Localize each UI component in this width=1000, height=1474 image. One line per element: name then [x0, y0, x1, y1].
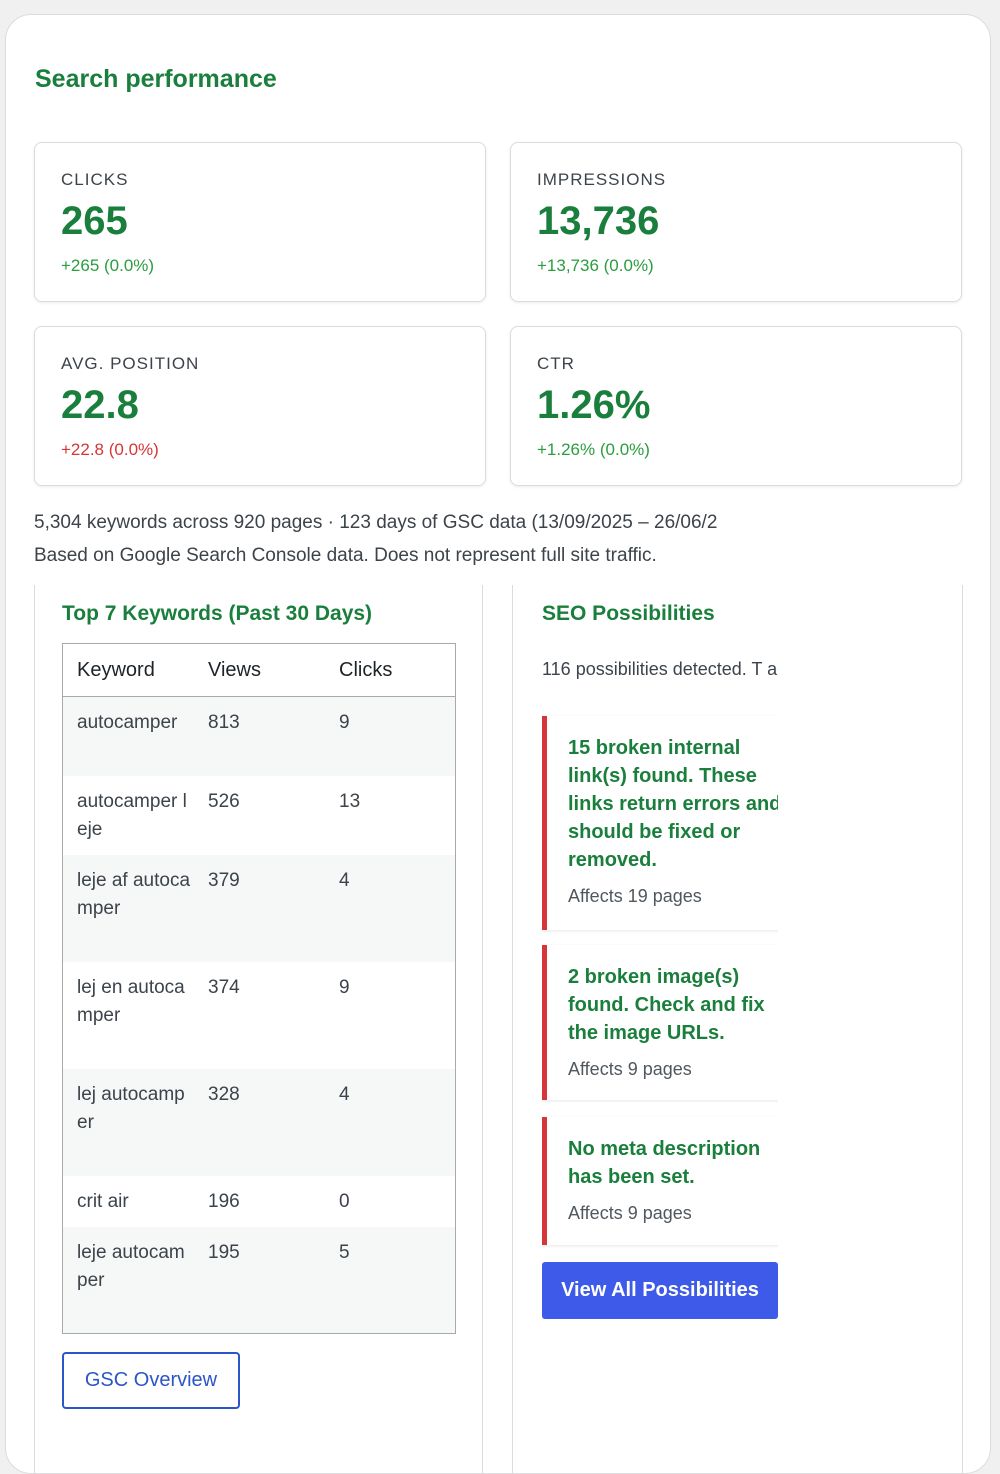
- stat-change: +265 (0.0%): [61, 256, 155, 275]
- possibilities-intro: 116 possibilities detected. T address:: [542, 659, 778, 679]
- keywords-title: Top 7 Keywords (Past 30 Days): [62, 602, 373, 625]
- column-header-clicks: Clicks: [339, 658, 393, 681]
- clicks-cell: 9: [339, 977, 350, 998]
- table-row: crit air 196 0: [63, 1176, 455, 1227]
- views-cell: 813: [208, 712, 240, 733]
- clicks-cell: 9: [339, 712, 350, 733]
- clicks-cell: 4: [339, 870, 350, 891]
- keyword-cell: lej autocamper: [77, 1084, 185, 1133]
- clicks-cell: 13: [339, 791, 361, 812]
- possibility-title: 15 broken internal link(s) found. These …: [568, 737, 778, 871]
- possibility-affects: Affects 9 pages: [568, 1059, 692, 1079]
- table-row: lej en autocamper 374 9: [63, 962, 455, 1069]
- column-divider: [34, 585, 35, 1473]
- stat-value: 1.26%: [537, 383, 651, 427]
- stat-value: 13,736: [537, 199, 660, 243]
- seo-title: SEO Possibilities: [542, 602, 715, 625]
- table-row: autocamper 813 9: [63, 697, 455, 776]
- possibility-card[interactable]: 2 broken image(s) found. Check and fix t…: [542, 945, 778, 1100]
- clicks-cell: 0: [339, 1191, 350, 1212]
- keyword-cell: autocamper leje: [77, 791, 187, 840]
- possibility-card[interactable]: No meta description has been set. Affect…: [542, 1117, 778, 1245]
- keyword-cell: crit air: [77, 1191, 129, 1212]
- table-row: leje autocamper 195 5: [63, 1227, 455, 1333]
- possibility-affects: Affects 9 pages: [568, 1203, 692, 1223]
- stat-value: 22.8: [61, 383, 139, 427]
- possibility-title: 2 broken image(s) found. Check and fix t…: [568, 966, 765, 1044]
- stat-value: 265: [61, 199, 128, 243]
- clicks-cell: 5: [339, 1242, 350, 1263]
- column-divider: [512, 585, 513, 1473]
- views-cell: 195: [208, 1242, 240, 1263]
- stat-card-ctr: CTR 1.26% +1.26% (0.0%): [510, 326, 962, 486]
- column-header-keyword: Keyword: [77, 658, 155, 681]
- stat-label: CLICKS: [61, 170, 129, 189]
- table-row: leje af autocamper 379 4: [63, 855, 455, 962]
- page-title: Search performance: [35, 65, 277, 93]
- stat-change: +1.26% (0.0%): [537, 440, 650, 459]
- views-cell: 328: [208, 1084, 240, 1105]
- views-cell: 374: [208, 977, 240, 998]
- keyword-cell: lej en autocamper: [77, 977, 185, 1026]
- clicks-cell: 4: [339, 1084, 350, 1105]
- views-cell: 526: [208, 791, 240, 812]
- search-performance-panel: Search performance CLICKS 265 +265 (0.0%…: [5, 14, 991, 1474]
- stat-label: CTR: [537, 354, 575, 373]
- table-row: autocamper leje 526 13: [63, 776, 455, 855]
- data-disclaimer: Based on Google Search Console data. Doe…: [34, 545, 657, 566]
- summary-line: 5,304 keywords across 920 pages · 123 da…: [34, 512, 718, 533]
- keyword-cell: leje af autocamper: [77, 870, 191, 919]
- stat-label: IMPRESSIONS: [537, 170, 667, 189]
- stat-card-clicks: CLICKS 265 +265 (0.0%): [34, 142, 486, 302]
- stat-change: +13,736 (0.0%): [537, 256, 654, 275]
- column-header-views: Views: [208, 658, 261, 681]
- table-header: Keyword Views Clicks: [63, 644, 455, 697]
- column-divider: [482, 585, 483, 1473]
- possibility-card[interactable]: 15 broken internal link(s) found. These …: [542, 716, 778, 930]
- views-cell: 196: [208, 1191, 240, 1212]
- table-row: lej autocamper 328 4: [63, 1069, 455, 1176]
- view-all-possibilities-button[interactable]: View All Possibilities: [542, 1262, 778, 1319]
- stat-change: +22.8 (0.0%): [61, 440, 159, 459]
- keywords-table: Keyword Views Clicks autocamper 813 9 au…: [62, 643, 456, 1334]
- possibility-affects: Affects 19 pages: [568, 886, 702, 906]
- gsc-overview-button[interactable]: GSC Overview: [62, 1352, 240, 1409]
- keyword-cell: autocamper: [77, 712, 178, 733]
- views-cell: 379: [208, 870, 240, 891]
- column-divider: [962, 585, 963, 1473]
- seo-possibilities-section: SEO Possibilities 116 possibilities dete…: [542, 585, 778, 1385]
- stat-card-avg-position: AVG. POSITION 22.8 +22.8 (0.0%): [34, 326, 486, 486]
- stat-label: AVG. POSITION: [61, 354, 200, 373]
- possibility-title: No meta description has been set.: [568, 1138, 761, 1188]
- keyword-cell: leje autocamper: [77, 1242, 185, 1291]
- stat-card-impressions: IMPRESSIONS 13,736 +13,736 (0.0%): [510, 142, 962, 302]
